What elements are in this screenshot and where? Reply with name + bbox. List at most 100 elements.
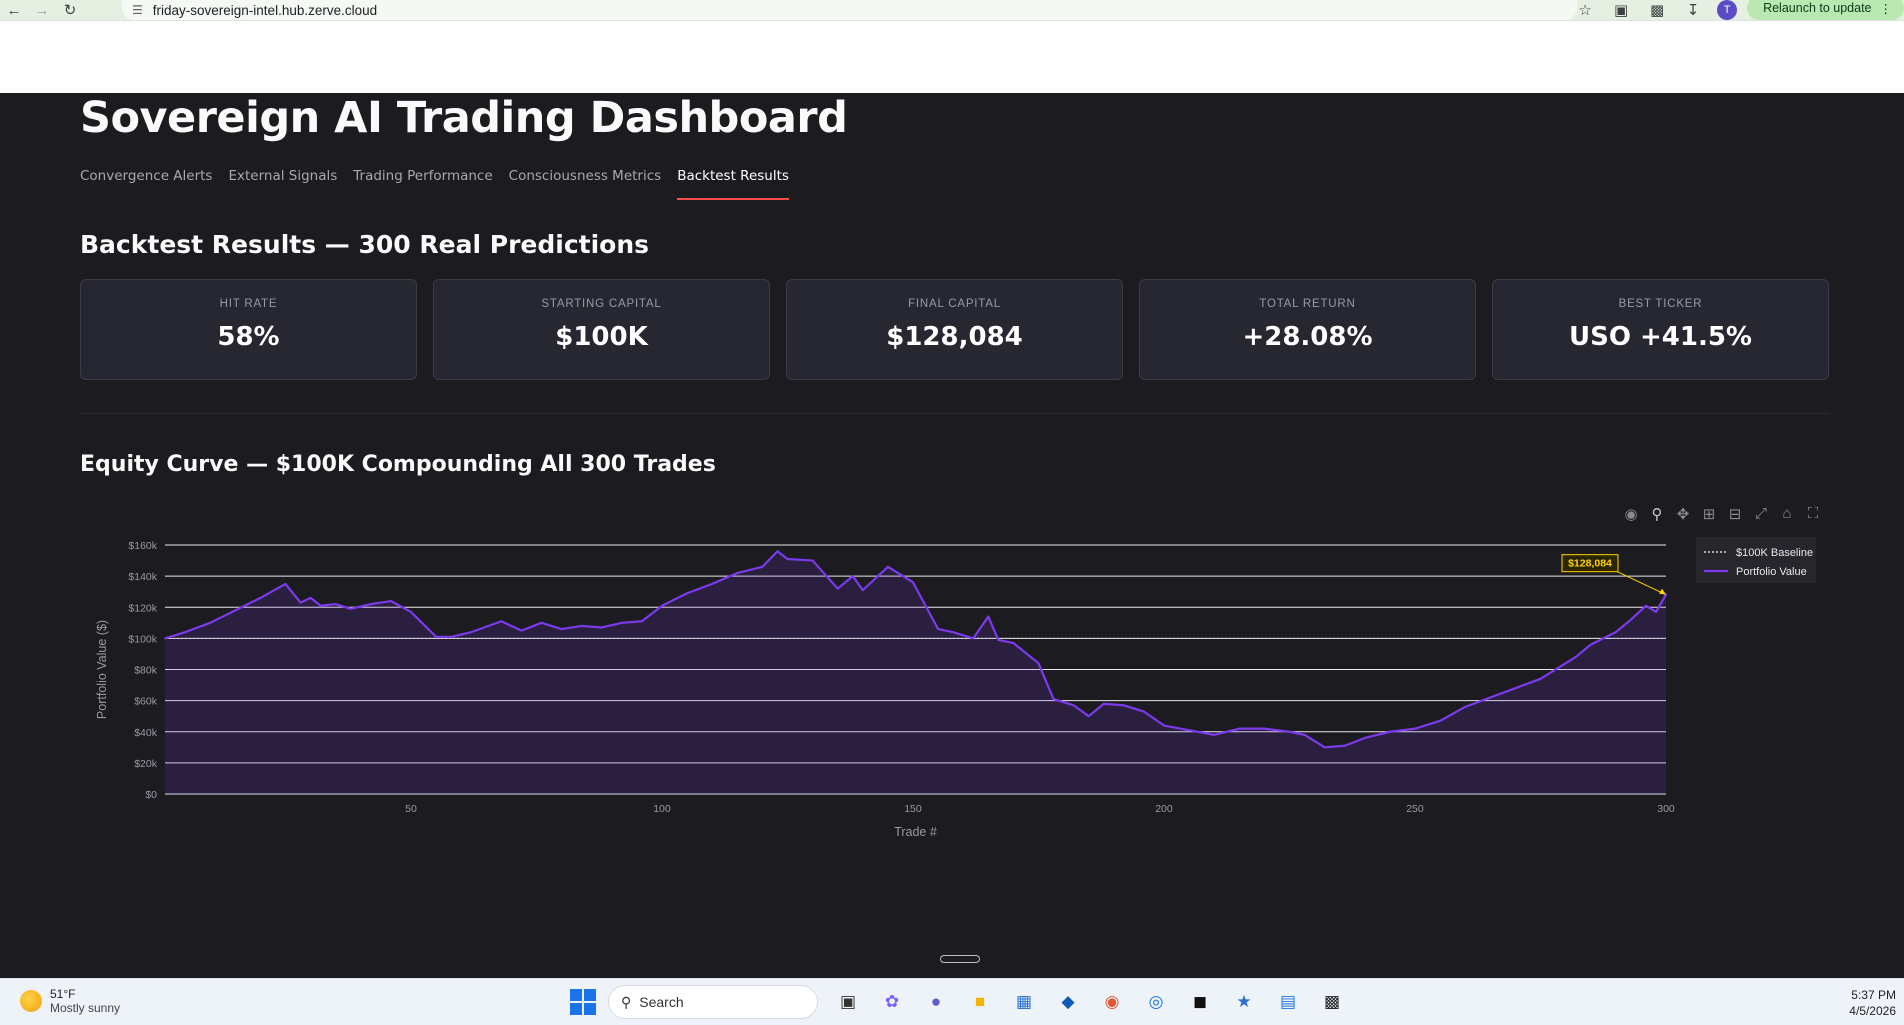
portfolio-point — [580, 625, 583, 627]
tab-trading-performance[interactable]: Trading Performance — [353, 168, 493, 184]
relaunch-button[interactable]: Relaunch to update ⋮ — [1747, 0, 1904, 20]
portfolio-point — [1343, 744, 1346, 747]
portfolio-point — [1052, 698, 1055, 700]
task-view-icon[interactable]: ▣ — [839, 992, 857, 1011]
app-main: Sovereign AI Trading Dashboard Convergen… — [0, 93, 1904, 978]
page-title: Sovereign AI Trading Dashboard — [80, 93, 848, 143]
portfolio-point — [334, 603, 337, 605]
portfolio-point — [811, 559, 814, 562]
notepad-icon[interactable]: ▤ — [1279, 992, 1297, 1011]
copilot-icon[interactable]: ✿ — [884, 992, 900, 1011]
portfolio-point — [1363, 737, 1366, 739]
x-axis-label: Trade # — [894, 825, 937, 839]
x-tick-label: 150 — [904, 803, 922, 815]
zoom-icon[interactable]: ⚲ — [1651, 506, 1663, 523]
tab-consciousness-metrics[interactable]: Consciousness Metrics — [508, 168, 662, 184]
site-info-icon[interactable]: ☰ — [132, 3, 143, 17]
portfolio-point — [1012, 642, 1015, 644]
portfolio-point — [861, 589, 864, 591]
portfolio-point — [164, 637, 166, 640]
bookmark-star-icon[interactable]: ☆ — [1578, 2, 1592, 19]
duckduckgo-icon[interactable]: ◉ — [1104, 992, 1120, 1011]
metric-value: USO +41.5% — [1569, 322, 1752, 352]
annotation-arrow — [1610, 568, 1667, 596]
zoom-out-icon[interactable]: ⊟ — [1728, 506, 1742, 523]
store-icon[interactable]: ▦ — [1015, 992, 1033, 1011]
portfolio-point — [987, 615, 990, 618]
profile-avatar[interactable]: T — [1717, 0, 1738, 20]
portfolio-point — [686, 592, 688, 595]
portfolio-point — [370, 603, 372, 605]
metric-value: $100K — [555, 322, 648, 352]
tab-backtest-results[interactable]: Backtest Results — [677, 168, 789, 200]
url-text[interactable]: friday-sovereign-intel.hub.zerve.cloud — [152, 2, 378, 18]
x-tick-label: 100 — [653, 803, 671, 815]
legend-label-baseline: $100K Baseline — [1736, 547, 1813, 559]
terminal-icon[interactable]: ▩ — [1323, 992, 1341, 1011]
portfolio-point — [1655, 611, 1657, 613]
portfolio-point — [1539, 678, 1542, 680]
reload-icon[interactable]: ↻ — [63, 2, 77, 19]
windows-start-icon[interactable] — [570, 989, 596, 1015]
portfolio-point — [912, 581, 914, 584]
clock-date: 4/5/2026 — [1849, 1004, 1896, 1018]
back-arrow-icon[interactable]: ← — [6, 1, 22, 19]
portfolio-point — [1102, 702, 1105, 705]
m365-icon[interactable]: ◆ — [1061, 992, 1075, 1011]
y-axis-label: Portfolio Value ($) — [95, 620, 109, 719]
portfolio-point — [390, 600, 392, 602]
y-tick-label: $140k — [128, 571, 157, 583]
reset-axes-icon[interactable]: ⌂ — [1782, 505, 1792, 522]
portfolio-point — [1514, 687, 1517, 689]
backtest-heading: Backtest Results — 300 Real Predictions — [80, 230, 650, 259]
portfolio-point — [259, 597, 262, 599]
tab-convergence-alerts[interactable]: Convergence Alerts — [80, 168, 213, 184]
fullscreen-icon[interactable]: ⛶ — [1807, 505, 1819, 522]
file-explorer-icon[interactable]: ■ — [974, 992, 986, 1011]
metric-label: BEST TICKER — [1618, 298, 1703, 310]
weather-widget[interactable]: 51°F Mostly sunny — [20, 987, 120, 1015]
kebab-menu-icon[interactable]: ⋮ — [1879, 1, 1893, 16]
metric-label: HIT RATE — [219, 298, 278, 310]
taskbar-search[interactable]: ⚲ Search — [608, 985, 818, 1019]
portfolio-point — [711, 583, 713, 585]
portfolio-point — [1389, 730, 1391, 733]
scroll-handle[interactable] — [940, 955, 980, 963]
y-tick-label: $160k — [128, 540, 157, 552]
portfolio-point — [641, 620, 643, 623]
portfolio-point — [1288, 730, 1291, 733]
portfolio-point — [435, 636, 437, 638]
autoscale-icon[interactable]: ⤢ — [1754, 505, 1767, 522]
download-icon[interactable]: ↧ — [1686, 2, 1700, 19]
address-bar[interactable]: ☰ friday-sovereign-intel.hub.zerve.cloud — [122, 0, 1577, 20]
y-tick-label: $60k — [134, 696, 158, 708]
forward-arrow-icon[interactable]: → — [34, 1, 50, 19]
browser-toolbar: ← → ↻ ☰ friday-sovereign-intel.hub.zerve… — [0, 0, 1904, 20]
chrome-icon[interactable]: ◎ — [1148, 992, 1164, 1011]
metric-card-total-return: TOTAL RETURN +28.08% — [1139, 279, 1476, 380]
assistant-icon[interactable]: ★ — [1236, 992, 1252, 1011]
metric-card-best-ticker: BEST TICKER USO +41.5% — [1492, 279, 1829, 380]
portfolio-area-fill — [165, 551, 1666, 794]
intellij-icon[interactable]: ◼ — [1192, 992, 1208, 1011]
pan-icon[interactable]: ✥ — [1676, 506, 1690, 523]
clock-time: 5:37 PM — [1851, 988, 1896, 1002]
portfolio-point — [1464, 706, 1466, 708]
taskbar-search-label: Search — [639, 994, 684, 1010]
teams-icon[interactable]: ● — [930, 992, 942, 1011]
portfolio-point — [184, 631, 186, 633]
tab-external-signals[interactable]: External Signals — [228, 168, 338, 184]
camera-icon[interactable]: ◉ — [1624, 506, 1638, 523]
portfolio-point — [761, 565, 764, 568]
system-clock[interactable]: 5:37 PM 4/5/2026 — [1849, 987, 1896, 1019]
x-tick-label: 250 — [1406, 803, 1424, 815]
lens-icon[interactable]: ▩ — [1649, 2, 1665, 19]
equity-chart[interactable]: ◉ ⚲ ✥ ⊞ ⊟ ⤢ ⌂ ⛶ $0 $20k $40k $60k $80k $100k $… — [80, 505, 1830, 905]
zoom-in-icon[interactable]: ⊞ — [1702, 506, 1716, 523]
metric-label: STARTING CAPITAL — [541, 298, 662, 310]
portfolio-point — [1323, 746, 1326, 749]
portfolio-point — [299, 601, 302, 604]
portfolio-point — [1589, 643, 1592, 646]
extensions-icon[interactable]: ▣ — [1613, 2, 1629, 19]
chart-legend: $100K Baseline Portfolio Value — [1696, 537, 1816, 583]
